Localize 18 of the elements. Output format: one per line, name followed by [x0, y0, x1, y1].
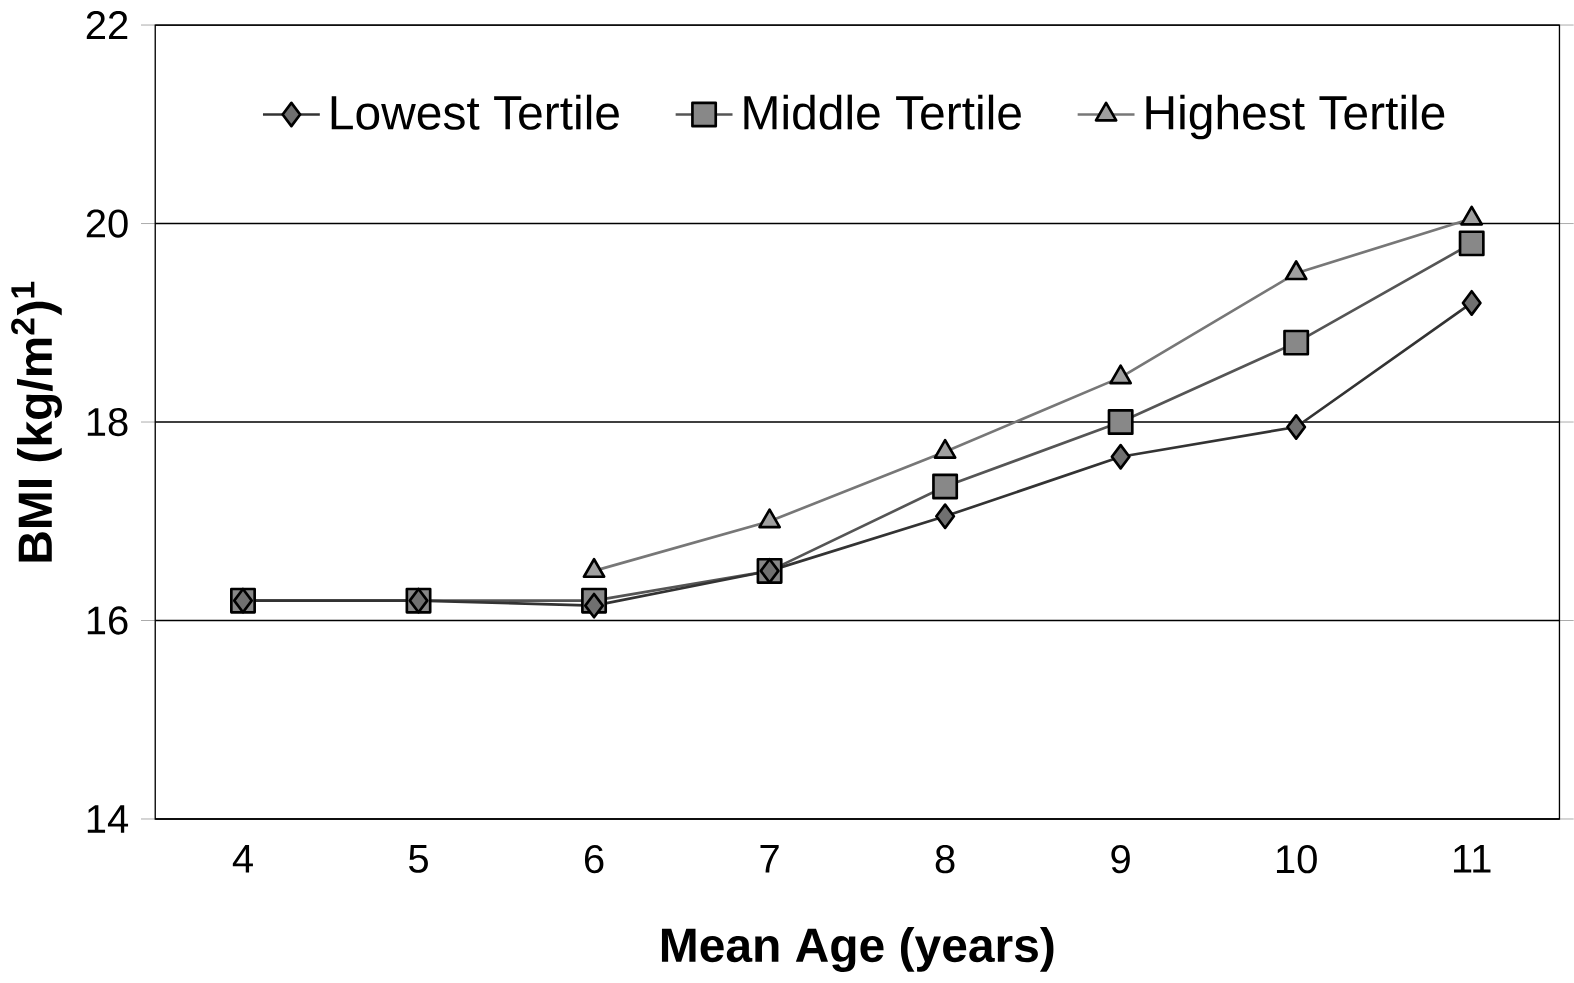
y-tick-label: 20: [86, 209, 128, 238]
x-tick-label: 11: [1453, 844, 1491, 873]
y-axis-title: BMI (kg/m$^{2}$)$^{1}$: [11, 281, 62, 562]
y-tick-label: 22: [86, 11, 128, 39]
x-axis-title: Mean Age (years): [661, 927, 1054, 972]
x-tick-label: 5: [409, 844, 428, 873]
x-tick-label: 10: [1276, 844, 1317, 874]
x-tick-label: 9: [1111, 844, 1130, 874]
y-tick-label: 16: [87, 606, 128, 635]
y-tick-label: 18: [87, 407, 128, 437]
x-tick-label: 8: [935, 844, 955, 874]
legend-label: Highest Tertile: [1146, 94, 1445, 140]
legend-label: Middle Tertile: [744, 94, 1021, 130]
x-tick-label: 4: [232, 844, 253, 873]
x-tick-label: 7: [760, 844, 779, 873]
legend-label: Lowest Tertile: [331, 94, 619, 130]
x-tick-label: 6: [584, 844, 604, 874]
y-tick-label: 14: [87, 805, 129, 833]
